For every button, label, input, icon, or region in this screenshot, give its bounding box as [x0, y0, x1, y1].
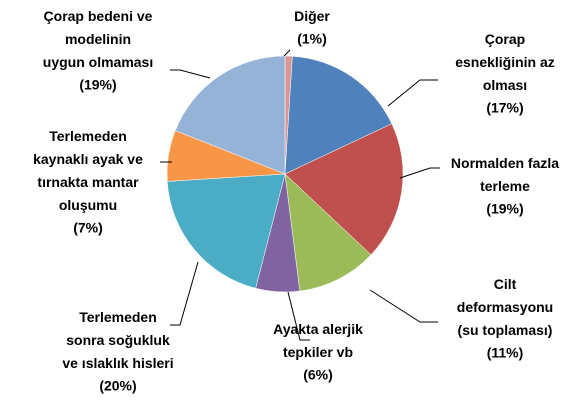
- slice-label: Cilt deformasyonu (su toplaması): [457, 276, 553, 338]
- slice-value-label: (17%): [486, 100, 523, 116]
- slice-label: Terlemeden sonra soğukluk ve ıslaklık hisl…: [62, 309, 173, 371]
- label-line: Diğer: [294, 8, 330, 24]
- slice-value-label: (11%): [487, 345, 524, 361]
- label-line: deformasyonu: [457, 299, 553, 315]
- pie-slice: [284, 173, 372, 292]
- pie-slice: [174, 55, 286, 175]
- leader-line: [399, 167, 440, 179]
- label-line: tırnakta mantar: [37, 174, 139, 190]
- leader-line: [170, 69, 211, 79]
- slice-label: Çorap esnekliğinin az olması: [455, 31, 555, 93]
- leader-line: [283, 49, 291, 57]
- label-line: oluşumu: [59, 197, 117, 213]
- leader-line: [387, 79, 438, 107]
- label-line: olması: [483, 77, 527, 93]
- label-line: kaynaklı ayak ve: [33, 151, 143, 167]
- label-line: tepkiler vb: [283, 344, 353, 360]
- leader-line: [170, 261, 199, 326]
- label-line: esnekliğinin az: [455, 54, 555, 70]
- label-line: Çorap: [485, 31, 525, 47]
- label-line: Cilt: [494, 276, 517, 292]
- label-line: terleme: [480, 178, 530, 194]
- slice-value-label: (20%): [99, 378, 136, 394]
- slice-value-label: (19%): [486, 201, 523, 217]
- label-line: Terlemeden: [49, 128, 127, 144]
- leader-line: [287, 291, 310, 341]
- slice-value-label: (1%): [297, 31, 327, 47]
- slice-label: Diğer: [294, 8, 330, 24]
- label-line: sonra soğukluk: [66, 332, 170, 348]
- slice-label: Ayakta alerjik tepkiler vb: [273, 321, 363, 360]
- pie-slice: [284, 123, 404, 256]
- slice-label: Çorap bedeni ve modelinin uygun olmaması: [43, 8, 153, 70]
- slice-value-label: (19%): [79, 77, 116, 93]
- label-line: Çorap bedeni ve: [44, 8, 153, 24]
- label-line: modelinin: [65, 31, 131, 47]
- slice-label: Terlemeden kaynaklı ayak ve tırnakta manta…: [33, 128, 143, 213]
- label-line: Terlemeden: [79, 309, 157, 325]
- label-line: uygun olmaması: [43, 54, 153, 70]
- pie-slice: [166, 173, 286, 289]
- leader-line: [369, 289, 438, 323]
- slice-value-label: (7%): [73, 220, 103, 236]
- label-line: Normalden fazla: [451, 155, 559, 171]
- slice-value-label: (6%): [303, 367, 333, 383]
- pie-slice: [284, 55, 393, 175]
- label-line: (su toplaması): [458, 322, 553, 338]
- label-line: Ayakta alerjik: [273, 321, 363, 337]
- slice-label: Normalden fazla terleme: [451, 155, 559, 194]
- label-line: ve ıslaklık hisleri: [62, 355, 173, 371]
